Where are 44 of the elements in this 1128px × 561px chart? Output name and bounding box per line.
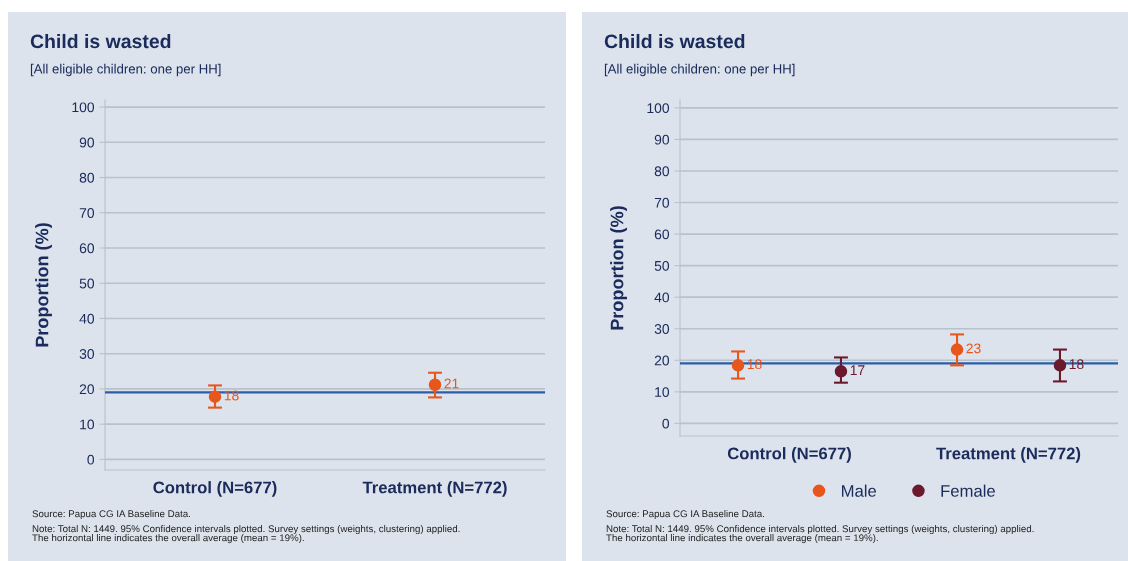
y-tick-label: 100 (647, 103, 670, 114)
y-tick-label: 60 (79, 243, 95, 254)
y-tick-label: 80 (79, 172, 95, 183)
y-tick-label: 0 (87, 454, 95, 465)
data-label: 18 (224, 390, 239, 401)
chart-subtitle: [All eligible children: one per HH] (30, 63, 221, 77)
source-note: Source: Papua CG IA Baseline Data. (606, 510, 764, 520)
data-label: 21 (444, 378, 459, 389)
x-tick-label: Control (N=677) (153, 481, 277, 497)
source-note: Source: Papua CG IA Baseline Data. (32, 510, 190, 520)
x-tick-label: Control (N=677) (727, 447, 851, 463)
data-label: 23 (966, 343, 981, 354)
y-tick-label: 70 (79, 208, 95, 218)
text: Note: Total N: 1449. 95% Confidence intervals plotted. Survey settings (weights, clustering) applied. The horizontal line indicates the overall average (mean = 19%). (606, 525, 1034, 544)
x-tick-label: Treatment (N=772) (362, 481, 507, 497)
y-tick-label: 10 (655, 387, 670, 397)
y-tick-label: 40 (654, 292, 670, 303)
y-tick-label: 70 (654, 197, 670, 208)
y-tick-label: 40 (79, 313, 95, 324)
data-label: 17 (850, 365, 865, 375)
x-tick-label: Treatment (N=772) (936, 447, 1081, 463)
y-tick-label: 30 (654, 324, 670, 334)
y-tick-label: 50 (654, 260, 670, 271)
y-tick-label: 60 (654, 229, 670, 240)
data-label: 18 (1069, 359, 1084, 370)
y-tick-label: 0 (662, 418, 670, 429)
y-tick-label: 90 (79, 137, 95, 148)
y-tick-label: 20 (654, 355, 670, 366)
y-tick-label: 10 (80, 419, 95, 430)
y-tick-label: 100 (72, 102, 95, 113)
chart-title: Child is wasted (604, 33, 745, 49)
y-axis-title: Proportion (%) (610, 206, 627, 330)
y-tick-label: 50 (79, 278, 95, 289)
chart-subtitle: [All eligible children: one per HH] (604, 63, 795, 77)
legend-label: Male (842, 484, 877, 497)
y-tick-label: 20 (79, 384, 95, 395)
y-tick-label: 30 (79, 349, 95, 359)
y-axis-title: Proportion (%) (35, 223, 52, 347)
chart-title: Child is wasted (30, 33, 171, 49)
text: Note: Total N: 1449. 95% Confidence intervals plotted. Survey settings (weights, clustering) applied. The horizontal line indicates the overall average (mean = 19%). (32, 525, 460, 544)
data-label: 18 (747, 359, 762, 370)
y-tick-label: 90 (654, 134, 670, 145)
y-tick-label: 80 (654, 166, 670, 177)
legend-label: Female (941, 484, 995, 497)
